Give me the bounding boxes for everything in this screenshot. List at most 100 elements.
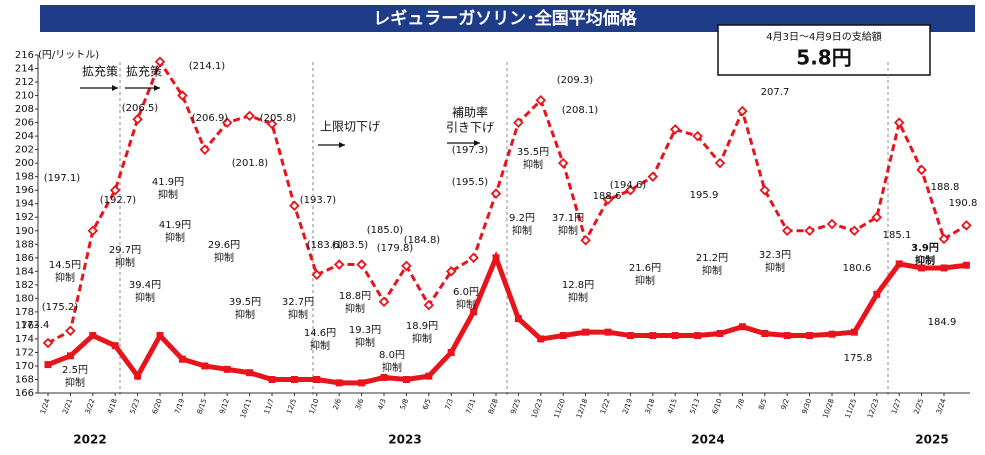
point (962, 261, 970, 269)
x-tick-label: 2/6 (332, 397, 344, 411)
subsidy-label: 抑制 (288, 308, 308, 321)
event-label: 上限切下げ (320, 120, 380, 134)
y-tick-label: 188 (15, 239, 34, 250)
point (873, 290, 881, 298)
y-tick-label: 206 (15, 118, 34, 129)
point (916, 164, 927, 176)
point (783, 332, 791, 340)
subsidy-label: 19.3円 (349, 325, 381, 336)
price-label: 188.6 (593, 191, 622, 202)
x-tick-label: 12/18 (575, 398, 589, 420)
price-label: (184.8) (404, 235, 441, 246)
subsidy-label: 抑制 (345, 302, 365, 315)
point (537, 335, 545, 343)
subsidy-label: 39.5円 (229, 297, 261, 308)
point (244, 110, 255, 122)
y-tick-label: 182 (15, 280, 34, 291)
point (425, 372, 433, 380)
y-tick-label: 200 (15, 158, 34, 169)
price-label: (206.9) (192, 113, 229, 124)
x-tick-label: 11/20 (553, 398, 567, 420)
event-label: 引き下げ (446, 121, 494, 135)
x-tick-label: 3/24 (935, 397, 948, 415)
subsidy-label: 抑制 (558, 224, 578, 237)
subsidy-label: 抑制 (512, 224, 532, 237)
point (669, 124, 681, 135)
point (109, 184, 121, 196)
subsidy-label: 抑制 (115, 256, 135, 269)
point (87, 225, 99, 237)
subsidy-label: 41.9円 (159, 220, 191, 231)
point (356, 259, 367, 270)
y-tick-label: 170 (15, 361, 34, 372)
x-tick-label: 7/3 (444, 398, 455, 411)
subsidy-label: 抑制 (456, 298, 476, 311)
price-label: (192.7) (100, 195, 137, 206)
price-label: (201.8) (232, 158, 269, 169)
point (961, 220, 972, 231)
y-tick-label: 216 (15, 50, 34, 61)
point (761, 330, 769, 338)
year-label: 2023 (388, 433, 421, 447)
subsidy-label: 39.4円 (129, 280, 161, 291)
year-label: 2024 (691, 433, 724, 447)
point (156, 332, 164, 340)
price-label: (206.5) (122, 103, 159, 114)
x-tick-label: 10/28 (821, 398, 835, 420)
point (290, 375, 298, 383)
y-tick-label: 180 (15, 293, 34, 304)
x-tick-label: 8/5 (757, 398, 768, 411)
price-label: (197.3) (452, 145, 489, 156)
arrow-head (339, 142, 345, 148)
point (804, 225, 815, 237)
price-label: 195.9 (690, 190, 719, 201)
point (737, 105, 748, 117)
x-tick-label: 1/10 (308, 398, 321, 416)
x-tick-label: 4/15 (666, 398, 679, 416)
point (177, 90, 188, 101)
point (940, 264, 948, 272)
point (333, 259, 345, 270)
subsidy-label: 3.9円 (911, 242, 939, 254)
x-tick-label: 6/10 (711, 398, 724, 416)
point (178, 355, 186, 363)
y-tick-label: 174 (15, 334, 34, 345)
point (514, 315, 522, 323)
x-tick-label: 1/24 (39, 397, 52, 415)
point (557, 157, 569, 169)
y-tick-label: 194 (15, 199, 34, 210)
price-label: (209.3) (557, 75, 594, 86)
point (938, 233, 950, 245)
subsidy-label: 抑制 (382, 361, 402, 374)
y-tick-label: 186 (15, 253, 34, 264)
subsidy-label: 抑制 (55, 271, 75, 284)
point (535, 95, 547, 106)
point (154, 56, 166, 68)
chart-title: レギュラーガソリン･全国平均価格 (373, 8, 637, 29)
point (44, 361, 52, 369)
y-tick-label: 176 (15, 320, 34, 331)
price-label: 188.8 (931, 182, 960, 193)
y-tick-label: 184 (15, 266, 34, 277)
point (893, 117, 905, 128)
y-tick-label: 172 (15, 347, 34, 358)
point (470, 308, 478, 316)
x-tick-label: 2/25 (912, 398, 925, 416)
point (223, 365, 231, 373)
subsidy-label: 21.6円 (629, 263, 661, 274)
point (513, 117, 524, 128)
x-tick-label: 7/19 (173, 398, 186, 416)
point (65, 325, 76, 337)
y-tick-label: 214 (15, 64, 34, 75)
x-tick-label: 3/22 (84, 398, 97, 416)
subsidy-label: 35.5円 (517, 147, 549, 158)
point (66, 352, 74, 360)
x-tick-label: 1/27 (890, 398, 903, 416)
x-tick-label: 8/28 (487, 398, 500, 416)
subsidy-label: 抑制 (355, 336, 375, 349)
y-tick-label: 198 (15, 172, 34, 183)
price-label: (205.8) (260, 113, 297, 124)
price-label: (179.8) (377, 243, 414, 254)
subsidy-label: 9.2円 (509, 213, 535, 224)
point (602, 194, 614, 205)
